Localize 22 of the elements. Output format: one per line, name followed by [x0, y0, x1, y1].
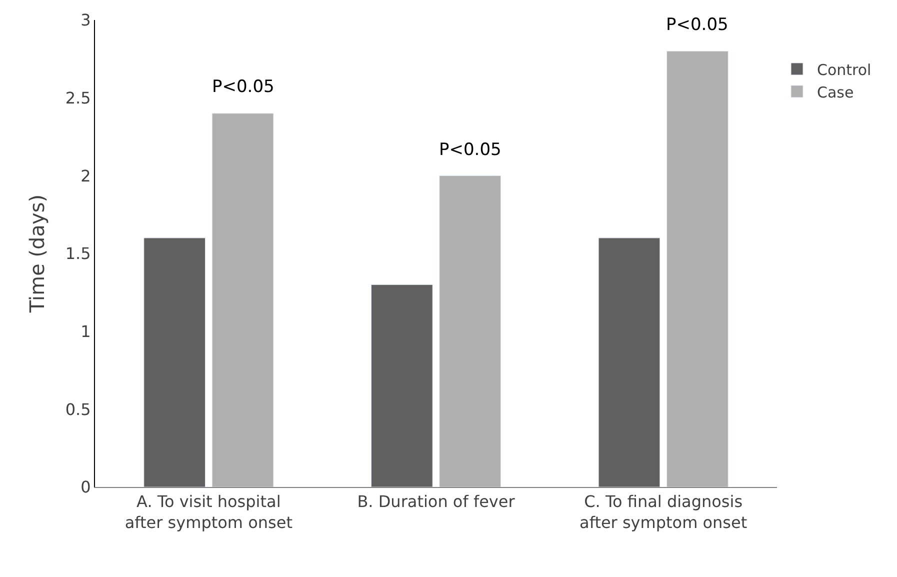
annotation: P<0.05	[439, 140, 502, 160]
y-tick-label: 1	[80, 322, 91, 341]
bar	[666, 50, 728, 487]
y-tick-label: 2.5	[65, 88, 91, 108]
bar	[439, 175, 502, 487]
legend-label: Case	[817, 83, 854, 102]
x-tick-label: C. To final diagnosis after symptom onset	[580, 492, 748, 532]
y-tick-label: 0	[80, 478, 91, 497]
y-tick-label: 0.5	[65, 400, 91, 419]
y-tick-label: 3	[80, 10, 91, 30]
bar	[370, 284, 433, 487]
y-tick-label: 2	[80, 166, 91, 186]
annotation: P<0.05	[666, 15, 728, 35]
annotation: P<0.05	[212, 77, 274, 97]
y-axis-title: Time (days)	[24, 194, 49, 314]
x-tick-label: B. Duration of fever	[357, 492, 516, 512]
x-tick-label: A. To visit hospital after symptom onset	[124, 492, 292, 532]
y-tick-label: 1.5	[65, 244, 91, 264]
legend-label: Control	[817, 60, 872, 79]
bar	[212, 113, 274, 487]
bar	[598, 238, 660, 487]
bar	[144, 238, 206, 487]
